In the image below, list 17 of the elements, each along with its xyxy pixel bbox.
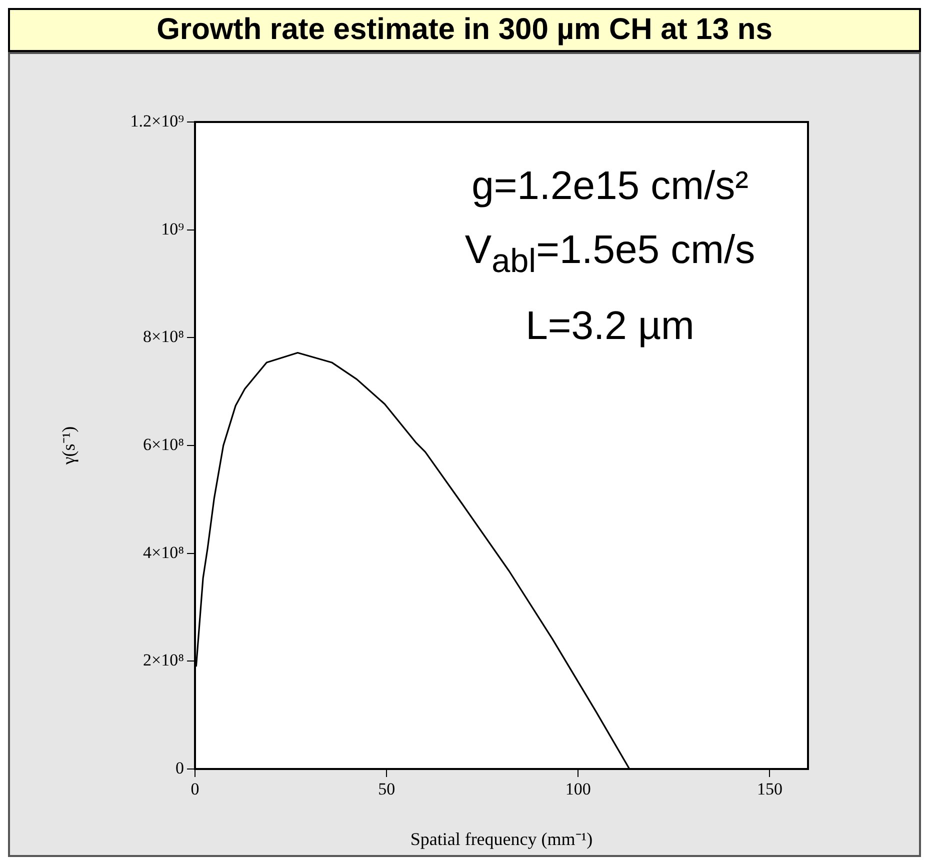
y-tick-label: 2×10⁸ [142,650,184,670]
x-tick-label: 50 [378,780,396,799]
y-tick-label: 1.2×10⁹ [130,111,184,130]
x-tick-label: 0 [190,780,200,799]
y-tick-label: 10⁹ [161,219,184,238]
y-tick-label: 4×10⁸ [142,542,184,562]
y-tick-label: 0 [176,758,184,778]
x-tick-label: 150 [756,780,782,799]
annotation: V$_{abl}$=1.5e5 cm/s [464,227,756,282]
x-tick-label: 100 [565,780,591,799]
chart-title: Growth rate estimate in 300 µm CH at 13 ns [8,8,921,52]
annotation: L=3.2 µm [524,303,696,350]
annotation: g=1.2e15 cm/s² [470,163,750,210]
x-axis-title: Spatial frequency (mm⁻¹) [410,828,593,849]
y-axis-title: γ(s⁻¹) [58,426,79,466]
y-tick-label: 8×10⁸ [142,327,184,346]
y-tick-label: 6×10⁸ [142,434,184,454]
